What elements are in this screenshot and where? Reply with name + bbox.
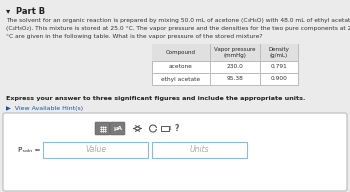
Text: 0.791: 0.791 <box>271 65 287 70</box>
Text: 1: 1 <box>168 126 171 131</box>
Text: acetone: acetone <box>169 65 193 70</box>
Bar <box>152 44 298 85</box>
Bar <box>152 142 247 158</box>
Text: Vapor pressure
(mmHg): Vapor pressure (mmHg) <box>214 47 256 58</box>
Text: Value: Value <box>85 146 106 155</box>
Text: 230.0: 230.0 <box>226 65 244 70</box>
Text: ?: ? <box>175 124 179 133</box>
Text: 0.900: 0.900 <box>271 76 287 81</box>
FancyBboxPatch shape <box>95 122 110 135</box>
Text: Compound: Compound <box>166 50 196 55</box>
Text: ▶  View Available Hint(s): ▶ View Available Hint(s) <box>6 106 83 111</box>
Text: The solvent for an organic reaction is prepared by mixing 50.0 mL of acetone (C₃: The solvent for an organic reaction is p… <box>6 18 350 23</box>
Text: Density
(g/mL): Density (g/mL) <box>268 47 289 58</box>
Text: ▾  Part B: ▾ Part B <box>6 7 45 16</box>
Text: Express your answer to three significant figures and include the appropriate uni: Express your answer to three significant… <box>6 96 305 101</box>
FancyBboxPatch shape <box>3 113 347 191</box>
Text: ethyl acetate: ethyl acetate <box>161 76 201 81</box>
Bar <box>43 142 148 158</box>
Text: 95.38: 95.38 <box>226 76 244 81</box>
Bar <box>152 44 298 61</box>
Text: (C₄H₈O₂). This mixture is stored at 25.0 °C. The vapor pressure and the densitie: (C₄H₈O₂). This mixture is stored at 25.0… <box>6 26 350 31</box>
Text: μA: μA <box>113 126 122 131</box>
FancyBboxPatch shape <box>110 122 125 135</box>
Bar <box>161 126 169 131</box>
Text: Pₛₒₗₙ =: Pₛₒₗₙ = <box>18 147 40 153</box>
Text: Units: Units <box>190 146 209 155</box>
Text: °C are given in the following table. What is the vapor pressure of the stored mi: °C are given in the following table. Wha… <box>6 34 262 39</box>
